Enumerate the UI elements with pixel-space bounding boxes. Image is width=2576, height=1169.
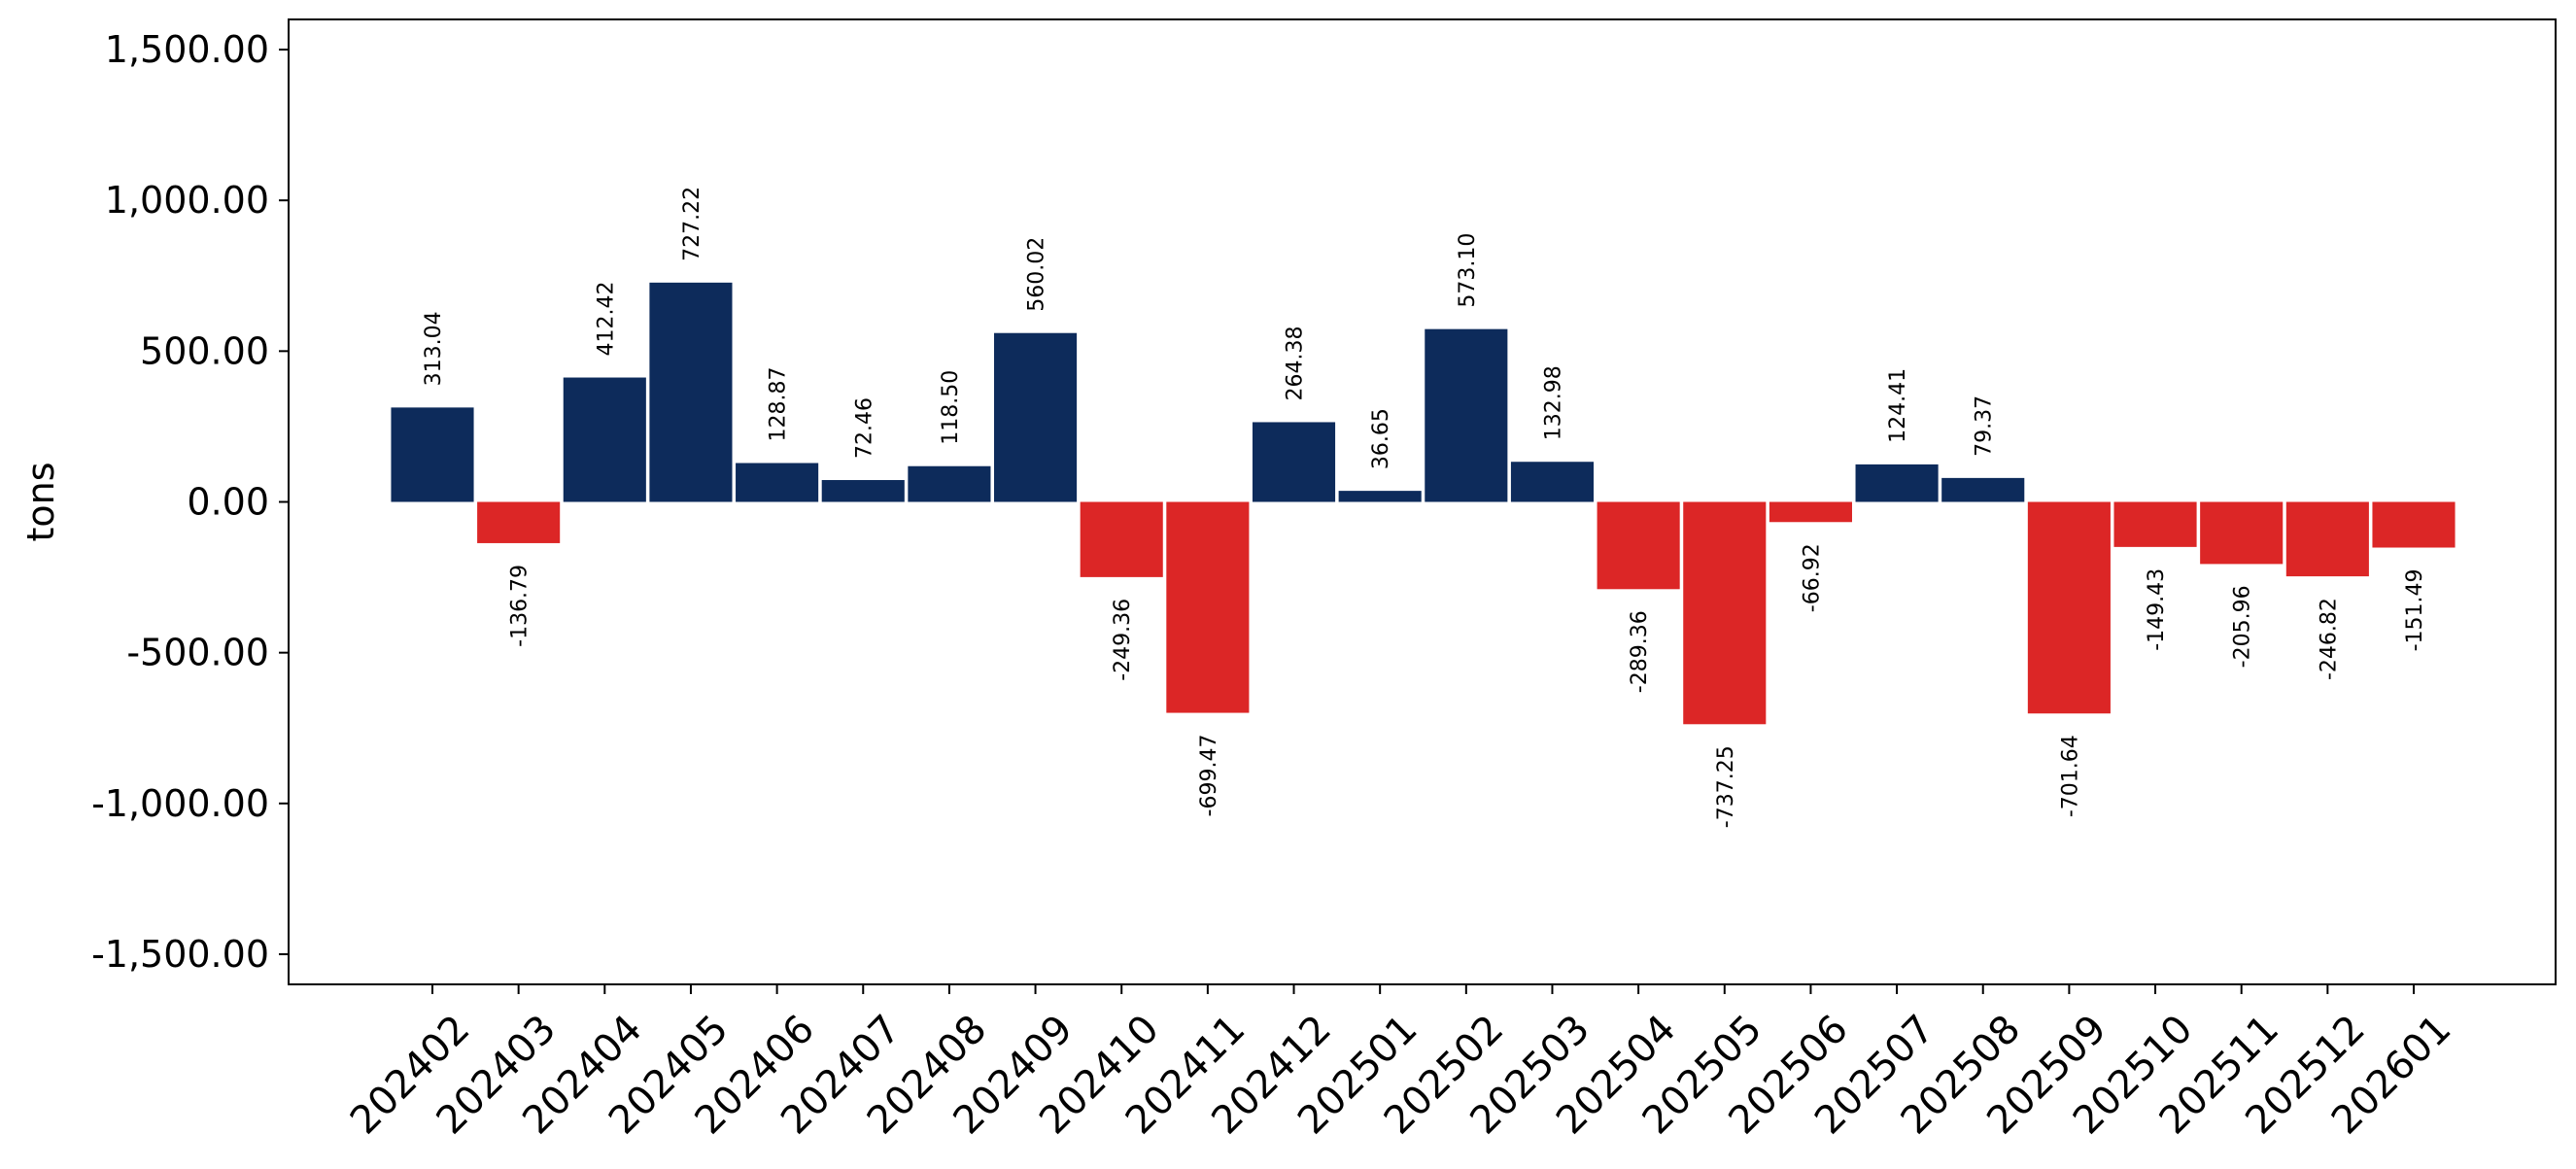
bar-202409 (994, 332, 1078, 502)
bar-202404 (563, 377, 646, 502)
y-tick-label: -500.00 (126, 632, 269, 674)
bar-202502 (1425, 328, 1508, 502)
bar-202509 (2027, 501, 2111, 714)
bar-202501 (1338, 491, 1422, 502)
data-label-202412: 264.38 (1284, 326, 1308, 400)
bar-202601 (2372, 501, 2456, 548)
bar-202512 (2285, 501, 2369, 577)
data-label-202507: 124.41 (1886, 368, 1910, 443)
data-label-202404: 412.42 (594, 282, 618, 357)
bar-202403 (477, 501, 561, 543)
data-label-202508: 79.37 (1973, 395, 1997, 457)
y-tick-label: 500.00 (140, 329, 269, 372)
data-label-202502: 573.10 (1456, 233, 1480, 308)
data-label-202509: -701.64 (2058, 735, 2082, 817)
y-tick-label: -1,000.00 (91, 782, 269, 825)
data-label-202407: 72.46 (852, 397, 876, 459)
bar-202410 (1080, 501, 1163, 577)
bar-202407 (821, 480, 905, 502)
data-label-202601: -151.49 (2403, 569, 2427, 652)
y-tick-label: 1,000.00 (105, 179, 269, 222)
bar-202506 (1769, 501, 1852, 523)
y-axis-title: tons (19, 462, 62, 541)
data-label-202511: -205.96 (2231, 585, 2255, 668)
bar-202510 (2113, 501, 2197, 547)
bar-202503 (1510, 462, 1595, 502)
y-tick-label: 0.00 (187, 481, 269, 524)
bar-202508 (1941, 477, 2025, 502)
data-label-202512: -246.82 (2317, 598, 2341, 680)
data-label-202504: -289.36 (1628, 610, 1652, 693)
y-tick-label: -1,500.00 (91, 933, 269, 976)
data-label-202510: -149.43 (2145, 568, 2169, 651)
bar-202504 (1597, 501, 1680, 590)
bar-202505 (1683, 501, 1767, 725)
data-label-202505: -737.25 (1714, 745, 1738, 828)
bar-202408 (908, 465, 991, 502)
data-label-202409: 560.02 (1025, 237, 1049, 312)
data-labels-layer: 313.04 -136.79 412.42 727.22 128.87 72.46 118.… (422, 187, 2427, 828)
data-label-202410: -249.36 (1111, 599, 1135, 681)
bar-202412 (1252, 422, 1336, 502)
bar-202411 (1166, 501, 1250, 713)
data-label-202411: -699.47 (1197, 735, 1221, 817)
y-axis: -1,500.00 -1,000.00 -500.00 0.00 500.00 1,000… (91, 28, 289, 976)
bar-202405 (649, 282, 733, 502)
data-label-202408: 118.50 (939, 370, 963, 445)
y-tick-label: 1,500.00 (105, 28, 269, 71)
data-label-202402: 313.04 (422, 311, 446, 386)
x-axis: 2024022024032024042024052024062024072024… (342, 984, 2459, 1143)
data-label-202403: -136.79 (508, 565, 532, 647)
data-label-202405: 727.22 (680, 187, 704, 261)
bar-202406 (736, 463, 819, 502)
data-label-202501: 36.65 (1369, 408, 1393, 469)
bars-layer (391, 282, 2456, 725)
bar-202511 (2200, 501, 2284, 565)
bar-202507 (1855, 464, 1939, 502)
data-label-202503: 132.98 (1541, 365, 1565, 440)
data-label-202406: 128.87 (767, 367, 791, 442)
bar-202402 (391, 407, 474, 502)
data-label-202506: -66.92 (1800, 543, 1824, 612)
